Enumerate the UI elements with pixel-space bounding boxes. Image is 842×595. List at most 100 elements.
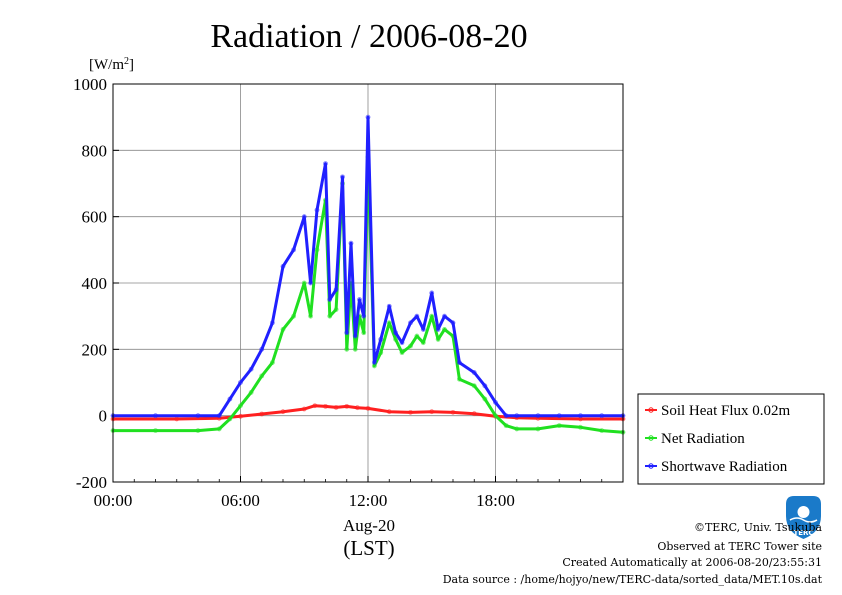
data-point-net-radiation: [333, 307, 339, 312]
data-point-soil-heat-flux-0-02m: [301, 406, 307, 412]
data-point-shortwave-radiation: [323, 161, 328, 167]
data-point-soil-heat-flux-0-02m: [354, 405, 360, 411]
legend-marker-shortwave-radiation: [648, 463, 654, 469]
data-point-net-radiation: [248, 390, 254, 395]
data-point-shortwave-radiation: [195, 413, 201, 419]
x-tick-label: 06:00: [221, 491, 260, 510]
data-point-shortwave-radiation: [308, 280, 314, 286]
data-point-shortwave-radiation: [291, 247, 297, 253]
data-point-net-radiation: [361, 330, 367, 336]
data-point-net-radiation: [514, 426, 520, 432]
data-point-shortwave-radiation: [357, 297, 362, 302]
data-point-net-radiation: [408, 343, 413, 349]
data-point-net-radiation: [599, 428, 605, 433]
data-point-net-radiation: [471, 383, 477, 389]
legend-box: [637, 393, 825, 485]
x-tick-label: 12:00: [349, 491, 388, 510]
data-point-net-radiation: [456, 376, 462, 382]
data-point-soil-heat-flux-0-02m: [450, 409, 456, 415]
x-axis-date-label: Aug-20: [343, 516, 395, 535]
data-point-shortwave-radiation: [259, 346, 265, 352]
data-point-net-radiation: [291, 313, 297, 319]
data-point-net-radiation: [327, 313, 333, 319]
legend-label-soil-heat-flux-0-02m: Soil Heat Flux 0.02m: [661, 403, 791, 419]
data-point-soil-heat-flux-0-02m: [259, 411, 265, 417]
data-point-shortwave-radiation: [450, 320, 456, 326]
data-point-shortwave-radiation: [386, 303, 392, 309]
data-point-shortwave-radiation: [371, 360, 377, 366]
data-point-shortwave-radiation: [435, 327, 441, 332]
terc-logo: TERC: [786, 496, 821, 539]
footer-copyright: ©TERC, Univ. Tsukuba: [694, 521, 822, 534]
data-point-shortwave-radiation: [352, 333, 358, 339]
data-point-shortwave-radiation: [248, 366, 254, 372]
data-point-net-radiation: [399, 350, 405, 356]
data-point-shortwave-radiation: [414, 313, 420, 319]
data-point-shortwave-radiation: [420, 327, 426, 332]
data-point-net-radiation: [344, 346, 350, 352]
legend: Soil Heat Flux 0.02m Net Radiation Shortwa…: [645, 403, 791, 475]
y-tick-label: 200: [82, 340, 108, 359]
x-tick-label: 18:00: [476, 491, 515, 510]
data-point-net-radiation: [435, 336, 441, 342]
data-point-shortwave-radiation: [227, 396, 233, 402]
data-point-net-radiation: [153, 428, 158, 433]
data-point-shortwave-radiation: [361, 313, 367, 319]
data-point-soil-heat-flux-0-02m: [386, 409, 392, 415]
data-point-net-radiation: [352, 346, 358, 352]
data-point-shortwave-radiation: [378, 336, 384, 342]
footer-observed: Observed at TERC Tower site: [657, 540, 822, 553]
y-tick-label: 400: [82, 274, 108, 293]
data-point-net-radiation: [442, 327, 447, 332]
data-point-shortwave-radiation: [493, 399, 498, 405]
data-point-shortwave-radiation: [280, 264, 286, 269]
data-point-net-radiation: [280, 327, 286, 332]
data-point-net-radiation: [308, 313, 314, 319]
data-point-shortwave-radiation: [503, 413, 509, 419]
data-point-net-radiation: [578, 424, 583, 430]
data-point-net-radiation: [420, 340, 426, 346]
data-point-shortwave-radiation: [514, 413, 520, 419]
data-point-net-radiation: [482, 396, 488, 402]
data-point-shortwave-radiation: [429, 290, 435, 296]
data-point-net-radiation: [227, 416, 233, 422]
data-point-shortwave-radiation: [340, 174, 345, 180]
data-point-shortwave-radiation: [399, 340, 405, 346]
data-point-shortwave-radiation: [556, 413, 562, 419]
x-axis-timezone-label: (LST): [343, 536, 394, 560]
data-point-shortwave-radiation: [314, 207, 320, 213]
data-point-net-radiation: [269, 360, 275, 366]
data-point-shortwave-radiation: [216, 413, 222, 419]
data-point-soil-heat-flux-0-02m: [280, 409, 286, 415]
data-point-soil-heat-flux-0-02m: [238, 413, 243, 419]
data-point-shortwave-radiation: [535, 413, 541, 419]
footer-created: Created Automatically at 2006-08-20/23:5…: [562, 556, 822, 569]
data-point-net-radiation: [301, 280, 307, 286]
legend-marker-soil-heat-flux-0-02m: [648, 407, 654, 413]
data-point-shortwave-radiation: [344, 330, 350, 336]
data-point-soil-heat-flux-0-02m: [471, 411, 477, 417]
data-point-shortwave-radiation: [471, 370, 477, 375]
data-point-shortwave-radiation: [408, 320, 413, 326]
data-point-shortwave-radiation: [578, 413, 583, 419]
data-point-shortwave-radiation: [333, 287, 339, 293]
y-tick-label: 800: [82, 141, 108, 160]
data-point-soil-heat-flux-0-02m: [312, 403, 318, 409]
data-point-net-radiation: [386, 320, 392, 326]
data-point-soil-heat-flux-0-02m: [429, 409, 435, 415]
data-point-net-radiation: [414, 333, 420, 339]
y-tick-labels: -200 0 200 400 600 800 1000: [73, 75, 107, 492]
data-point-shortwave-radiation: [365, 114, 371, 120]
data-point-shortwave-radiation: [153, 413, 158, 419]
data-point-shortwave-radiation: [348, 240, 354, 246]
y-tick-label: 600: [82, 208, 108, 227]
data-point-net-radiation: [503, 423, 509, 429]
y-axis-unit: [W/m2]: [89, 56, 134, 73]
data-point-shortwave-radiation: [301, 214, 307, 220]
data-point-net-radiation: [195, 428, 201, 433]
data-point-net-radiation: [556, 423, 562, 429]
water-drop-icon: [797, 506, 810, 518]
data-point-shortwave-radiation: [269, 320, 275, 326]
data-point-shortwave-radiation: [442, 313, 447, 319]
